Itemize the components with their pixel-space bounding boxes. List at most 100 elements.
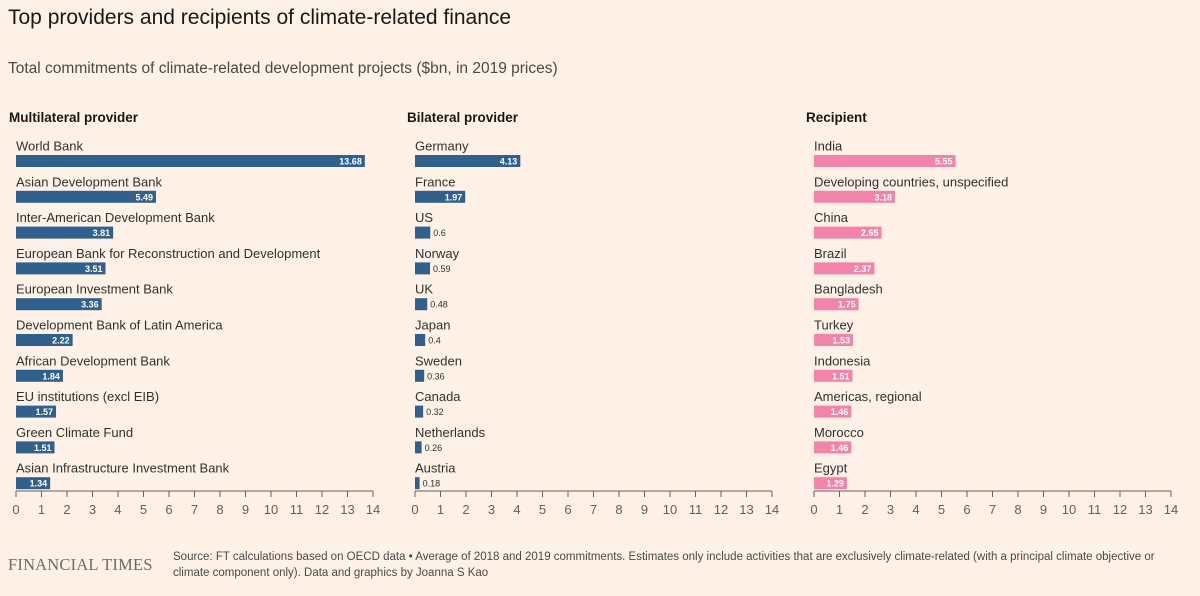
x-tick-label: 14: [1164, 502, 1178, 517]
category-label: China: [814, 210, 849, 225]
x-tick-label: 9: [242, 502, 249, 517]
category-label: Americas, regional: [814, 389, 922, 404]
bar: [16, 155, 365, 167]
bar: [16, 298, 102, 311]
x-tick-label: 9: [1040, 502, 1047, 517]
bar: [16, 190, 156, 203]
panel-title-bilateral: Bilateral provider: [407, 110, 519, 125]
value-label: 2.22: [52, 336, 70, 346]
x-tick-label: 8: [615, 502, 622, 517]
value-label: 1.84: [42, 371, 60, 381]
category-label: World Bank: [16, 139, 83, 154]
category-label: Development Bank of Latin America: [16, 318, 223, 333]
bar: [814, 477, 847, 490]
category-label: EU institutions (excl EIB): [16, 389, 159, 404]
category-label: India: [814, 139, 843, 154]
category-label: Green Climate Fund: [16, 425, 133, 440]
category-label: Egypt: [814, 461, 848, 476]
bar: [814, 298, 859, 311]
category-label: Indonesia: [814, 353, 871, 368]
x-tick-label: 11: [689, 502, 703, 517]
x-tick-label: 12: [315, 502, 329, 517]
value-label: 3.18: [875, 192, 893, 202]
value-label: 1.97: [445, 192, 463, 202]
bar: [16, 262, 106, 275]
category-label: Norway: [415, 246, 460, 261]
x-tick-label: 4: [912, 502, 919, 517]
x-tick-label: 6: [165, 502, 172, 517]
category-label: Germany: [415, 139, 469, 154]
value-label: 4.13: [500, 157, 518, 167]
ft-logo: FINANCIAL TIMES: [8, 555, 153, 574]
x-tick-label: 13: [739, 502, 753, 517]
bar: [16, 405, 57, 418]
x-tick-label: 5: [938, 502, 945, 517]
category-label: Sweden: [415, 353, 462, 368]
x-tick-label: 2: [63, 502, 70, 517]
bar: [415, 477, 420, 490]
x-tick-label: 7: [989, 502, 996, 517]
bar: [814, 405, 852, 418]
value-label: 1.57: [36, 407, 54, 417]
x-tick-label: 14: [366, 502, 380, 517]
category-label: European Investment Bank: [16, 282, 173, 297]
bar: [814, 155, 956, 167]
category-label: European Bank for Reconstruction and Dev…: [16, 246, 321, 261]
bar: [415, 441, 422, 454]
bar: [16, 334, 73, 346]
x-tick-label: 1: [38, 502, 45, 517]
category-label: African Development Bank: [16, 353, 170, 368]
chart-title: Top providers and recipients of climate-…: [8, 6, 512, 29]
category-label: Brazil: [814, 246, 847, 261]
value-label: 3.81: [93, 228, 111, 238]
value-label: 1.53: [832, 336, 850, 346]
bar: [415, 226, 431, 239]
x-tick-label: 7: [191, 502, 198, 517]
category-label: Netherlands: [415, 425, 486, 440]
panel-title-recipient: Recipient: [806, 110, 867, 125]
bar: [814, 334, 854, 346]
category-label: Asian Development Bank: [16, 174, 162, 189]
bar: [16, 477, 51, 490]
panel-title-multilateral: Multilateral provider: [9, 110, 139, 125]
x-tick-label: 6: [564, 502, 571, 517]
x-tick-label: 4: [513, 502, 520, 517]
bar: [814, 441, 852, 454]
x-tick-label: 1: [836, 502, 843, 517]
bar: [814, 369, 853, 382]
x-tick-label: 2: [462, 502, 469, 517]
category-label: Asian Infrastructure Investment Bank: [16, 461, 230, 476]
x-tick-label: 7: [590, 502, 597, 517]
x-tick-label: 10: [663, 502, 677, 517]
x-tick-label: 8: [1014, 502, 1021, 517]
x-tick-label: 10: [264, 502, 278, 517]
value-label: 1.34: [30, 479, 48, 489]
value-label: 0.36: [427, 371, 445, 381]
x-tick-label: 3: [887, 502, 894, 517]
value-label: 1.75: [838, 300, 856, 310]
bar: [415, 334, 426, 346]
x-tick-label: 12: [1113, 502, 1127, 517]
value-label: 1.51: [34, 443, 52, 453]
x-tick-label: 5: [539, 502, 546, 517]
value-label: 0.59: [433, 264, 451, 274]
value-label: 1.46: [831, 407, 849, 417]
bar: [814, 226, 882, 239]
bar: [415, 262, 431, 275]
x-tick-label: 13: [340, 502, 354, 517]
value-label: 0.48: [430, 300, 448, 310]
value-label: 3.36: [81, 300, 99, 310]
bar: [814, 262, 875, 275]
x-tick-label: 1: [437, 502, 444, 517]
x-tick-label: 0: [411, 502, 418, 517]
x-tick-label: 5: [140, 502, 147, 517]
category-label: US: [415, 210, 433, 225]
source-note: Source: FT calculations based on OECD da…: [173, 551, 1155, 579]
x-tick-label: 11: [290, 502, 304, 517]
bar: [814, 190, 896, 203]
value-label: 0.18: [423, 479, 441, 489]
bar: [16, 441, 55, 454]
category-label: Developing countries, unspecified: [814, 174, 1008, 189]
x-tick-label: 0: [12, 502, 19, 517]
bar: [16, 369, 63, 382]
